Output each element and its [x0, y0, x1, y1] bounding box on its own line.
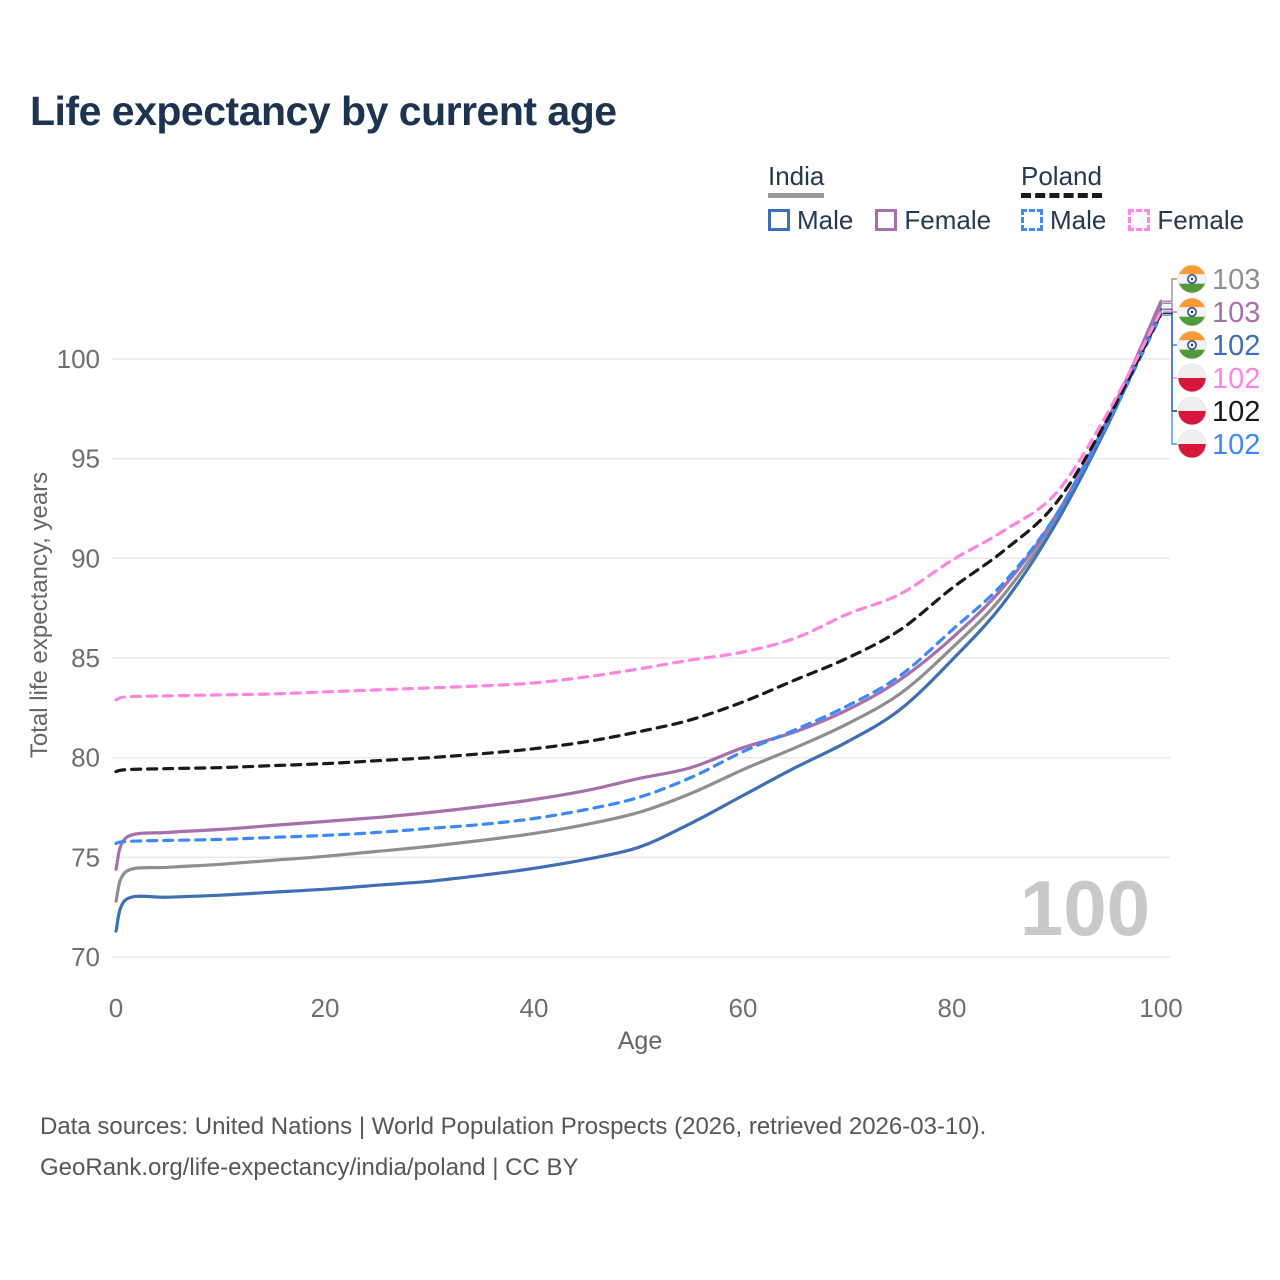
legend-header-india: India: [768, 161, 825, 198]
legend-items-india: Male Female: [768, 207, 991, 233]
legend-label-poland-female: Female: [1157, 205, 1245, 235]
series-line-india-both-sexes: [114, 299, 1163, 903]
legend-group-india: India Male Female: [768, 162, 991, 233]
age-counter-watermark: 100: [1019, 864, 1150, 952]
x-tick-label-0: 0: [109, 993, 123, 1023]
legend-group-poland: Poland Male Female: [1021, 162, 1244, 233]
x-tick-label-60: 60: [729, 993, 758, 1023]
legend-item-india-female[interactable]: Female: [875, 207, 991, 233]
leader-line-poland-male: [1163, 314, 1177, 445]
legend-items-poland: Male Female: [1021, 207, 1244, 233]
end-label-india-male: 102: [1212, 330, 1260, 362]
x-tick-label-80: 80: [938, 993, 967, 1023]
series-line-india-male: [114, 307, 1163, 933]
legend-label-india-male: Male: [797, 205, 854, 235]
india-male-color-swatch: [768, 209, 790, 231]
end-label-poland-both-sexes: 102: [1212, 396, 1260, 428]
legend: India Male Female Poland: [0, 162, 1280, 242]
x-tick-label-100: 100: [1139, 993, 1182, 1023]
india-female-color-swatch: [875, 209, 898, 231]
legend-country-label-poland: Poland: [1021, 161, 1102, 191]
india-solid-line-swatch: [768, 193, 825, 198]
end-label-poland-female: 102: [1212, 363, 1260, 395]
chart-canvas: 70 75 80 85 90 95 100 0 20 40 60 80 100 Age Total life…: [26, 264, 1260, 1055]
gridlines: 70 75 80 85 90 95 100: [57, 344, 1170, 972]
poland-dashed-line-swatch: [1021, 193, 1102, 198]
legend-item-poland-female[interactable]: Female: [1128, 207, 1244, 233]
legend-item-poland-male[interactable]: Male: [1021, 207, 1106, 233]
chart-title: Life expectancy by current age: [30, 88, 617, 134]
legend-country-label-india: India: [768, 161, 825, 191]
poland-female-color-swatch: [1128, 209, 1151, 231]
leader-line-india-female: [1163, 302, 1177, 313]
x-axis-title: Age: [618, 1027, 662, 1055]
y-tick-label-90: 90: [71, 543, 100, 573]
india-flag-icon: [1177, 264, 1207, 294]
data-source-line1: Data sources: United Nations | World Pop…: [40, 1113, 987, 1140]
series-line-poland-female: [114, 309, 1163, 702]
x-tick-label-20: 20: [311, 993, 340, 1023]
end-label-poland-male: 102: [1212, 429, 1260, 461]
series-line-india-female: [114, 301, 1163, 871]
y-tick-label-100: 100: [57, 344, 100, 374]
leader-line-poland-both-sexes: [1163, 312, 1177, 412]
y-tick-label-95: 95: [71, 444, 100, 474]
y-tick-label-70: 70: [71, 942, 100, 972]
end-label-india-both-sexes: 103: [1212, 264, 1260, 296]
legend-label-poland-male: Male: [1050, 205, 1107, 235]
poland-flag-icon: [1177, 363, 1207, 393]
legend-label-india-female: Female: [904, 205, 992, 235]
data-source-line2: GeoRank.org/life-expectancy/india/poland…: [40, 1154, 579, 1181]
y-axis-title: Total life expectancy, years: [26, 472, 53, 758]
series-line-poland-both-sexes: [114, 311, 1163, 774]
series-line-poland-male: [114, 313, 1163, 845]
poland-flag-icon: [1177, 396, 1207, 426]
data-source-note: Data sources: United Nations | World Pop…: [40, 1106, 986, 1188]
y-tick-label-80: 80: [71, 743, 100, 773]
india-flag-icon: [1177, 330, 1207, 360]
legend-header-poland: Poland: [1021, 162, 1102, 198]
series-lines: [114, 299, 1163, 933]
y-tick-label-75: 75: [71, 842, 100, 872]
india-flag-icon: [1177, 297, 1207, 327]
y-tick-label-85: 85: [71, 643, 100, 673]
legend-item-india-male[interactable]: Male: [768, 207, 853, 233]
end-label-india-female: 103: [1212, 297, 1260, 329]
poland-male-color-swatch: [1021, 209, 1043, 231]
poland-flag-icon: [1177, 429, 1207, 459]
leader-line-india-both-sexes: [1163, 278, 1177, 302]
x-tick-label-40: 40: [520, 993, 549, 1023]
